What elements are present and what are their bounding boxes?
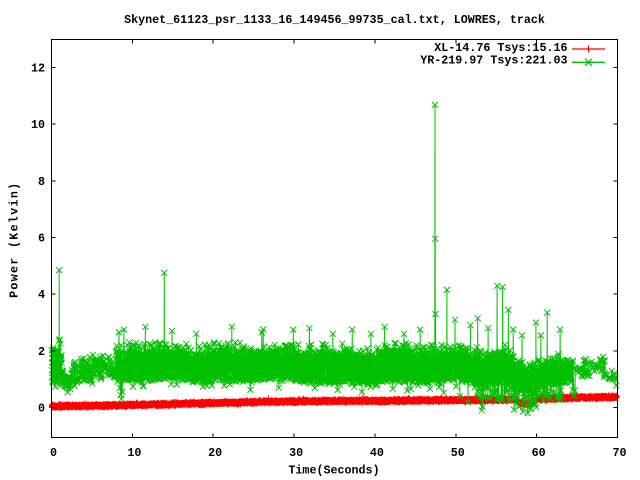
svg-text:30: 30 — [289, 446, 303, 460]
svg-text:8: 8 — [38, 175, 45, 189]
svg-text:6: 6 — [38, 232, 45, 246]
svg-text:10: 10 — [127, 446, 141, 460]
svg-text:Power (Kelvin): Power (Kelvin) — [8, 181, 22, 297]
svg-text:Skynet_61123_psr_1133_16_14945: Skynet_61123_psr_1133_16_149456_99735_ca… — [124, 13, 545, 27]
svg-text:0: 0 — [38, 402, 45, 416]
svg-text:2: 2 — [38, 345, 45, 359]
svg-text:XL-14.76 Tsys:15.16: XL-14.76 Tsys:15.16 — [434, 41, 567, 55]
svg-text:50: 50 — [451, 446, 465, 460]
svg-text:70: 70 — [612, 446, 626, 460]
svg-text:YR-219.97 Tsys:221.03: YR-219.97 Tsys:221.03 — [420, 54, 567, 68]
svg-text:4: 4 — [38, 288, 45, 302]
svg-text:0: 0 — [50, 446, 57, 460]
svg-text:20: 20 — [208, 446, 222, 460]
svg-text:12: 12 — [31, 62, 45, 76]
svg-text:10: 10 — [31, 118, 45, 132]
svg-text:60: 60 — [532, 446, 546, 460]
svg-text:40: 40 — [370, 446, 384, 460]
svg-text:Time(Seconds): Time(Seconds) — [288, 464, 379, 478]
